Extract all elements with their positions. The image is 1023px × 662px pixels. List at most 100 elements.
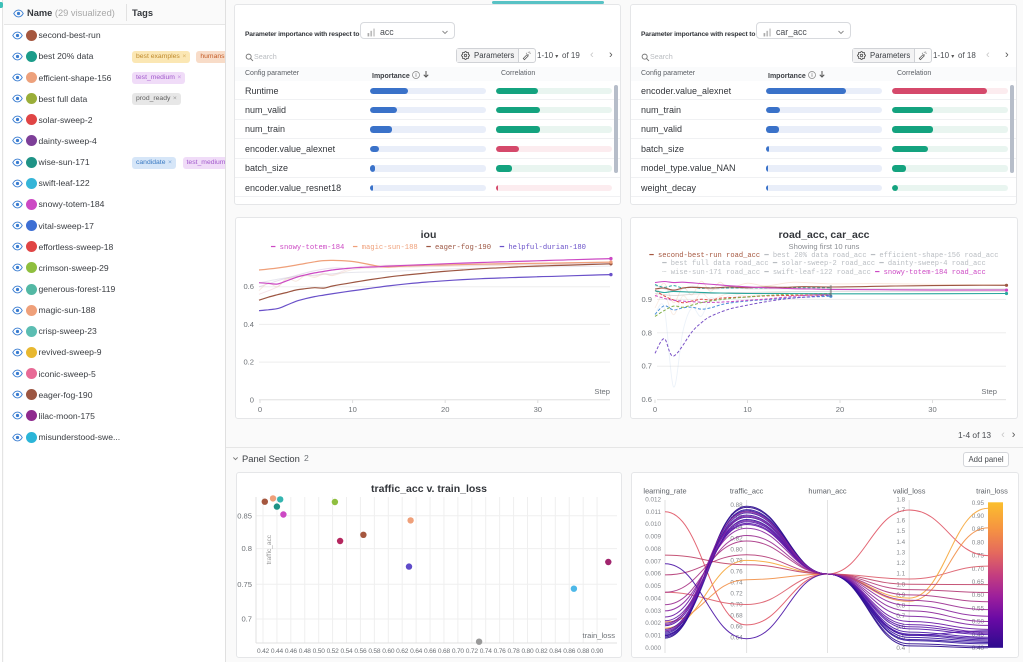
svg-text:0.2: 0.2 — [243, 358, 254, 367]
svg-text:0: 0 — [250, 395, 254, 404]
svg-text:1.8: 1.8 — [896, 496, 905, 503]
svg-text:0.78: 0.78 — [508, 648, 521, 655]
svg-text:0.9: 0.9 — [641, 295, 652, 304]
svg-text:0.002: 0.002 — [645, 620, 661, 627]
svg-text:0.50: 0.50 — [972, 619, 985, 626]
svg-text:0.85: 0.85 — [237, 511, 252, 520]
svg-text:0.4: 0.4 — [243, 320, 254, 329]
svg-text:20: 20 — [441, 405, 449, 414]
svg-text:0.7: 0.7 — [241, 615, 252, 624]
svg-text:0.64: 0.64 — [410, 648, 423, 655]
svg-text:1.7: 1.7 — [896, 507, 905, 514]
svg-text:0.44: 0.44 — [271, 648, 284, 655]
svg-text:0.84: 0.84 — [730, 524, 743, 531]
svg-text:0.9: 0.9 — [896, 592, 905, 599]
svg-text:train_loss: train_loss — [583, 631, 616, 640]
svg-text:0.011: 0.011 — [646, 509, 662, 516]
svg-text:0.68: 0.68 — [438, 648, 451, 655]
svg-text:0.004: 0.004 — [645, 596, 661, 603]
svg-text:0.72: 0.72 — [730, 591, 743, 598]
svg-text:1.5: 1.5 — [896, 528, 905, 535]
svg-text:0.74: 0.74 — [730, 579, 743, 586]
svg-text:0.009: 0.009 — [645, 534, 661, 541]
svg-text:0.58: 0.58 — [368, 648, 381, 655]
svg-text:0.88: 0.88 — [730, 502, 743, 509]
svg-text:0.8: 0.8 — [896, 603, 905, 610]
svg-text:0.65: 0.65 — [972, 579, 985, 586]
svg-text:0.80: 0.80 — [972, 539, 985, 546]
svg-text:30: 30 — [534, 405, 542, 414]
svg-text:0.54: 0.54 — [340, 648, 353, 655]
svg-text:0.90: 0.90 — [591, 648, 604, 655]
svg-text:1.3: 1.3 — [896, 550, 905, 557]
svg-text:0.8: 0.8 — [241, 544, 252, 553]
svg-text:0.7: 0.7 — [896, 613, 905, 620]
svg-text:0.88: 0.88 — [577, 648, 590, 655]
svg-text:0.56: 0.56 — [354, 648, 367, 655]
svg-text:0.80: 0.80 — [521, 648, 534, 655]
svg-text:1.2: 1.2 — [896, 560, 905, 567]
svg-text:0.70: 0.70 — [452, 648, 465, 655]
svg-text:0.66: 0.66 — [730, 624, 743, 631]
svg-text:0.72: 0.72 — [466, 648, 479, 655]
svg-text:0.012: 0.012 — [645, 496, 661, 503]
svg-text:0.75: 0.75 — [237, 580, 252, 589]
svg-text:traffic_acc: traffic_acc — [266, 534, 273, 564]
svg-text:Step: Step — [594, 387, 610, 396]
svg-text:0.6: 0.6 — [896, 624, 905, 631]
svg-text:0.52: 0.52 — [327, 648, 340, 655]
svg-text:learning_rate: learning_rate — [643, 487, 686, 496]
svg-text:0.76: 0.76 — [494, 648, 507, 655]
svg-text:0.78: 0.78 — [730, 557, 743, 564]
svg-text:0.6: 0.6 — [641, 395, 652, 404]
svg-text:0.70: 0.70 — [972, 566, 985, 573]
svg-text:0.6: 0.6 — [243, 282, 254, 291]
svg-text:0.46: 0.46 — [285, 648, 298, 655]
svg-text:1.0: 1.0 — [896, 581, 905, 588]
svg-text:10: 10 — [348, 405, 356, 414]
svg-text:0.008: 0.008 — [645, 546, 661, 553]
svg-text:1.6: 1.6 — [896, 518, 905, 525]
svg-text:20: 20 — [836, 405, 844, 414]
svg-text:0.66: 0.66 — [424, 648, 437, 655]
svg-text:0.75: 0.75 — [972, 553, 985, 560]
svg-text:10: 10 — [743, 405, 751, 414]
svg-text:Step: Step — [981, 387, 997, 396]
svg-text:0.70: 0.70 — [730, 602, 743, 609]
svg-text:0.7: 0.7 — [641, 362, 652, 371]
svg-text:train_loss: train_loss — [976, 487, 1008, 496]
svg-text:0.95: 0.95 — [972, 500, 985, 507]
svg-text:0.60: 0.60 — [382, 648, 395, 655]
svg-text:0.40: 0.40 — [972, 645, 985, 652]
svg-text:0.82: 0.82 — [535, 648, 548, 655]
svg-text:0.60: 0.60 — [972, 592, 985, 599]
svg-text:0: 0 — [258, 405, 262, 414]
svg-text:0.68: 0.68 — [730, 613, 743, 620]
svg-text:0.62: 0.62 — [396, 648, 409, 655]
svg-text:1.4: 1.4 — [896, 539, 905, 546]
svg-text:0.82: 0.82 — [730, 535, 743, 542]
svg-text:0: 0 — [653, 405, 657, 414]
svg-text:0.006: 0.006 — [645, 571, 661, 578]
svg-text:0.007: 0.007 — [645, 558, 661, 565]
svg-text:0.42: 0.42 — [257, 648, 270, 655]
svg-text:0.45: 0.45 — [972, 632, 985, 639]
svg-text:0.8: 0.8 — [641, 328, 652, 337]
svg-text:0.48: 0.48 — [299, 648, 312, 655]
svg-text:0.76: 0.76 — [730, 568, 743, 575]
svg-text:0.80: 0.80 — [730, 546, 743, 553]
svg-text:0.64: 0.64 — [730, 635, 743, 642]
svg-text:1.1: 1.1 — [896, 571, 905, 578]
svg-text:0.90: 0.90 — [972, 513, 985, 520]
svg-text:0.010: 0.010 — [645, 521, 661, 528]
svg-text:0.4: 0.4 — [896, 645, 905, 652]
svg-text:human_acc: human_acc — [808, 487, 847, 496]
svg-text:0.50: 0.50 — [313, 648, 326, 655]
svg-text:0.84: 0.84 — [549, 648, 562, 655]
svg-text:valid_loss: valid_loss — [893, 487, 926, 496]
svg-text:0.74: 0.74 — [480, 648, 493, 655]
svg-text:0.003: 0.003 — [645, 608, 661, 615]
svg-text:0.000: 0.000 — [645, 645, 661, 652]
svg-text:0.86: 0.86 — [563, 648, 576, 655]
svg-text:traffic_acc: traffic_acc — [730, 487, 764, 496]
